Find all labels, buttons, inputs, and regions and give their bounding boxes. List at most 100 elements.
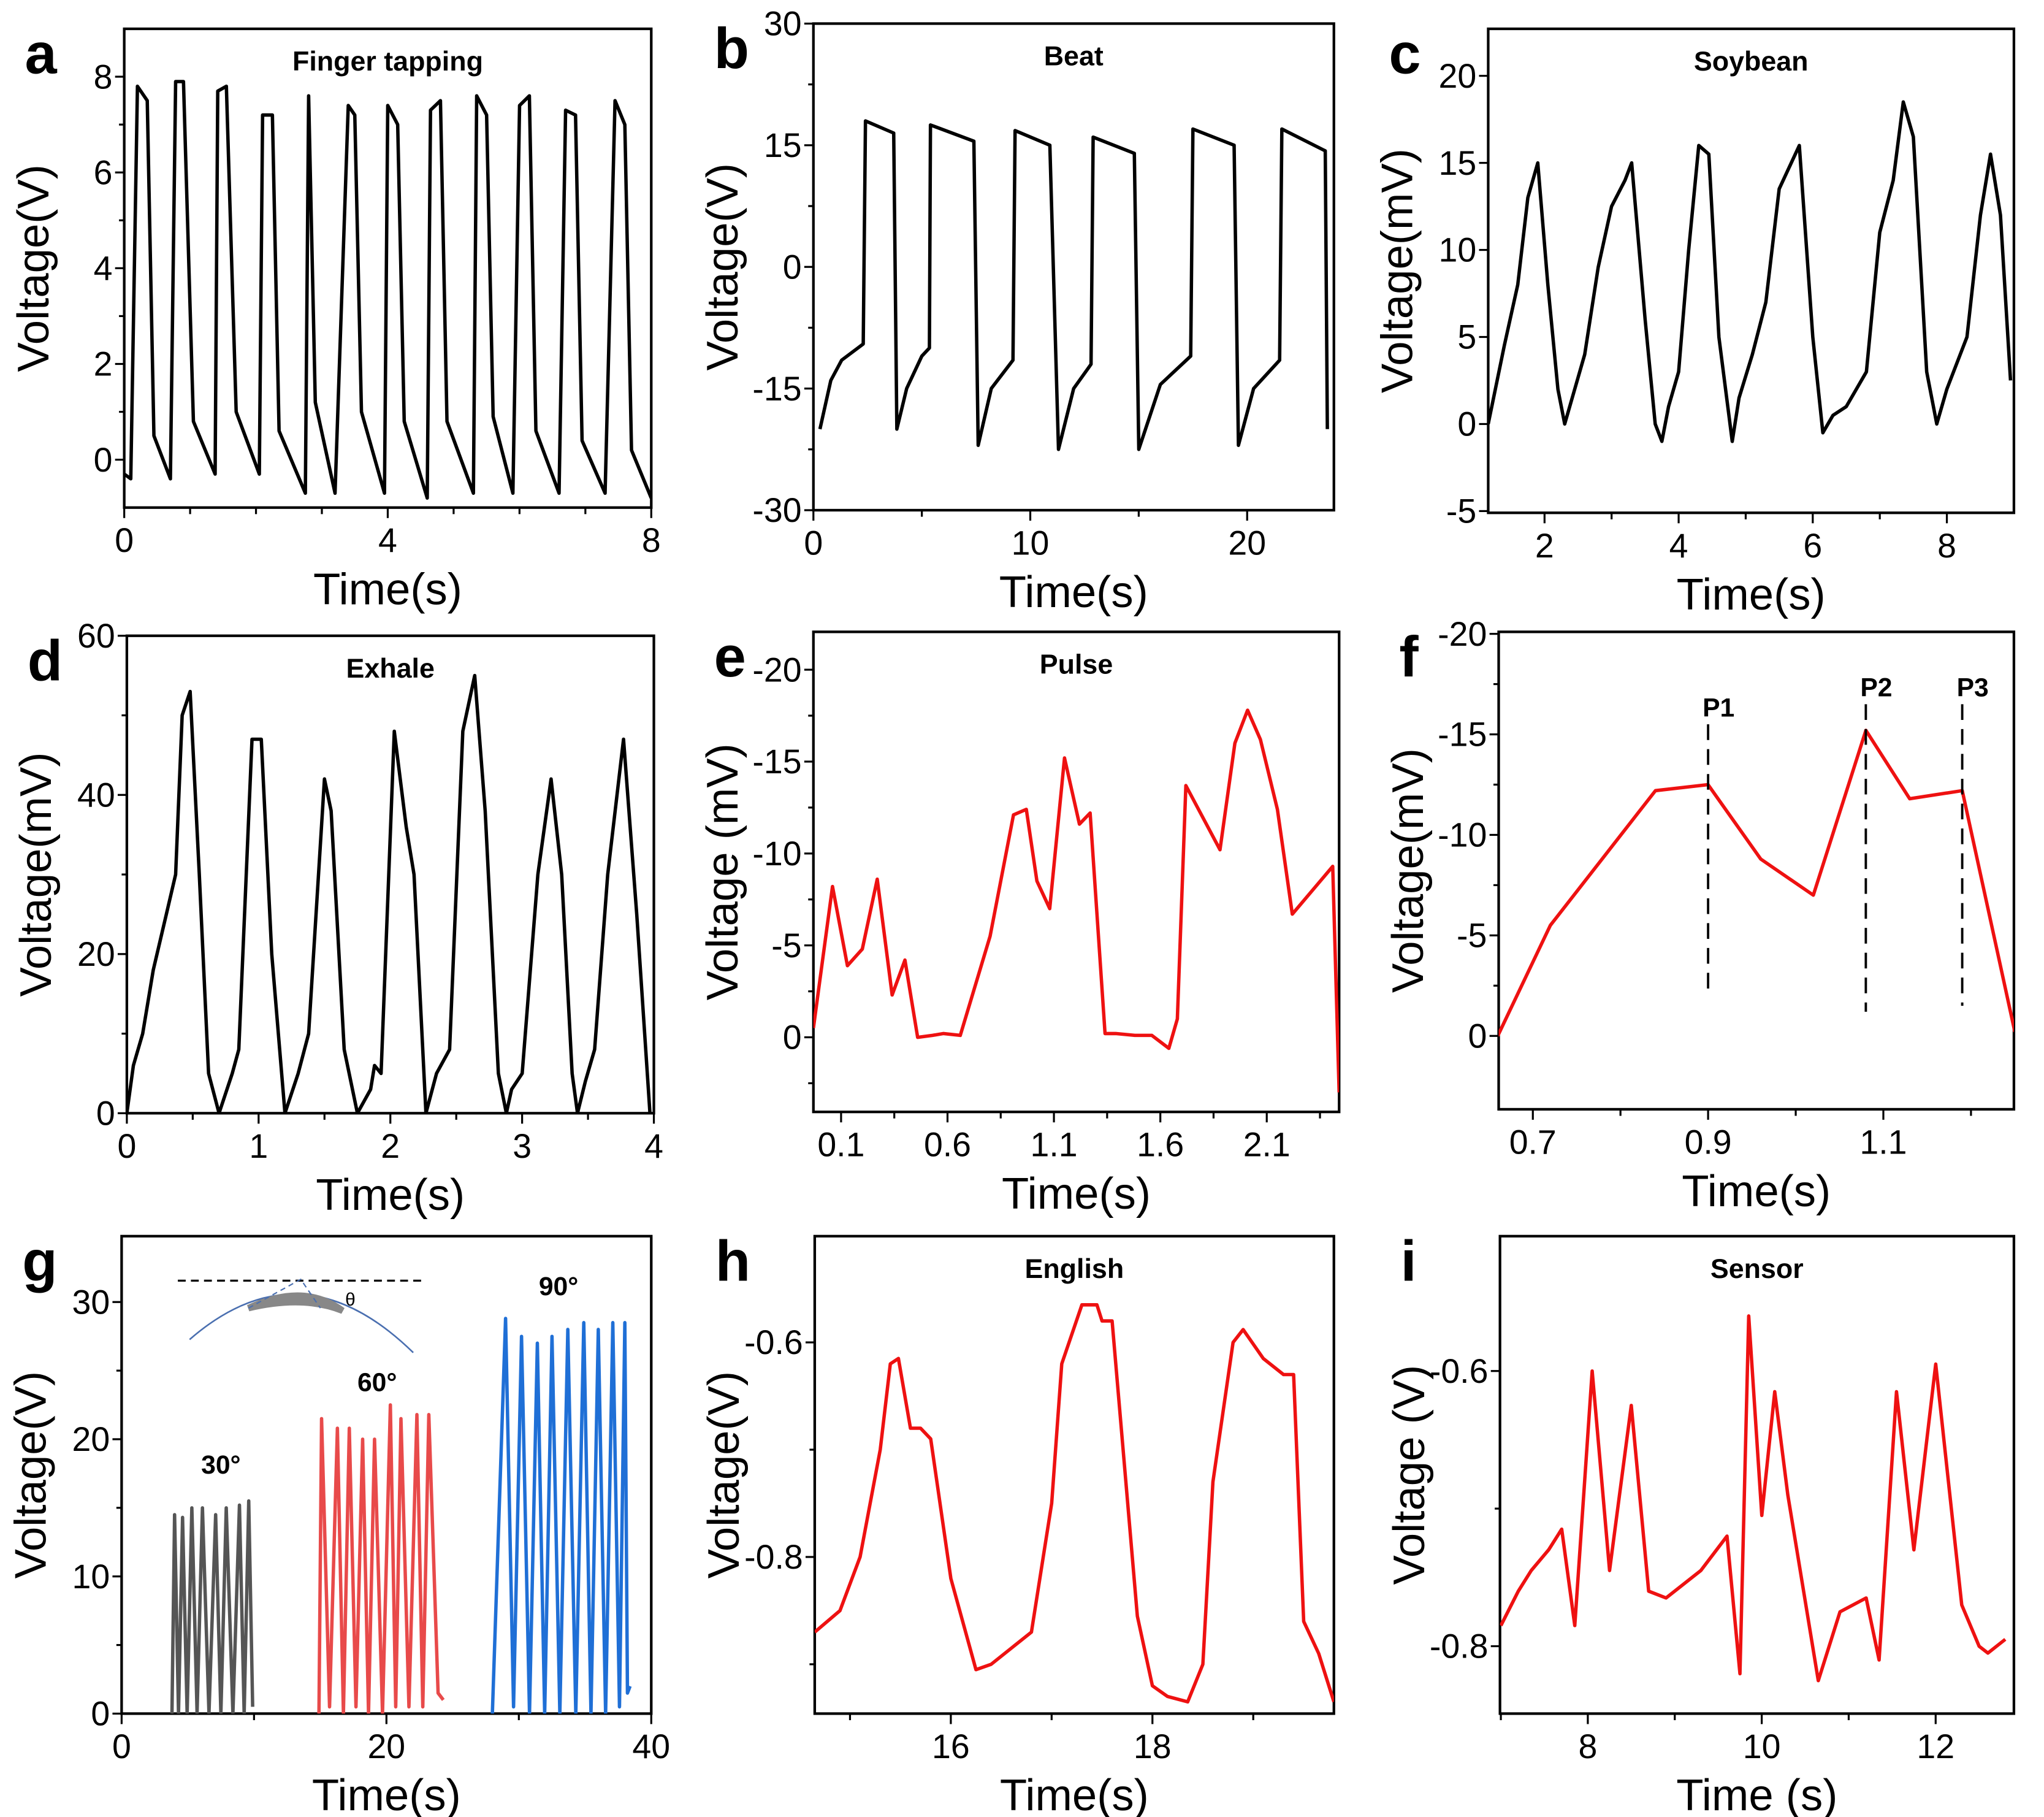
y-tick-label: 0 bbox=[783, 1019, 802, 1057]
x-tick-label: 0.9 bbox=[1685, 1123, 1732, 1161]
x-tick-label: 0 bbox=[804, 524, 823, 562]
x-tick-label: 10 bbox=[1012, 524, 1050, 562]
y-tick-label: -5 bbox=[1457, 917, 1487, 955]
y-tick-label: 20 bbox=[1439, 57, 1477, 95]
x-tick-label: 0.7 bbox=[1509, 1123, 1557, 1161]
panel-letter: f bbox=[1399, 624, 1419, 689]
panel-c: 2 4 6 8 -5 0 5 10 15 20 Time(s) Voltage(mV) c Soybean bbox=[1373, 21, 2016, 619]
x-tick-label: 4 bbox=[1669, 527, 1688, 565]
x-axis-label: Time(s) bbox=[1000, 1770, 1149, 1817]
x-tick-label: 3 bbox=[513, 1127, 532, 1165]
series-line-d-0 bbox=[126, 673, 652, 1114]
y-axis-label: Voltage(mV) bbox=[1383, 748, 1433, 993]
plot-frame bbox=[1487, 27, 2016, 514]
panel-title: Exhale bbox=[346, 653, 435, 684]
x-tick-label: 18 bbox=[1134, 1727, 1172, 1765]
panel-title: Sensor bbox=[1710, 1253, 1804, 1284]
y-tick-label: 4 bbox=[94, 250, 113, 288]
x-tick-label: 4 bbox=[378, 521, 397, 559]
x-tick-label: 2 bbox=[381, 1127, 400, 1165]
angle-guide-lines bbox=[248, 1278, 321, 1309]
plot-frame bbox=[1497, 630, 2016, 1111]
y-tick-label: 0 bbox=[783, 248, 802, 286]
y-axis-label: Voltage(V) bbox=[699, 1371, 749, 1579]
y-tick-label: -15 bbox=[752, 370, 801, 408]
panel-e: 0.1 0.6 1.1 1.6 2.1 -20 -15 -10 -5 0 Time(s) Voltag… bbox=[698, 624, 1341, 1218]
x-tick-label: 0.1 bbox=[817, 1126, 864, 1164]
y-tick-label: 20 bbox=[77, 935, 115, 973]
peak-label: P2 bbox=[1860, 673, 1892, 703]
x-axis-label: Time (s) bbox=[1676, 1770, 1837, 1817]
y-tick-label: -5 bbox=[1446, 492, 1476, 530]
y-tick-label: 0 bbox=[1468, 1017, 1487, 1055]
panel-title: Beat bbox=[1044, 41, 1104, 72]
panel-title: Pulse bbox=[1040, 649, 1113, 680]
y-tick-label: 2 bbox=[94, 345, 113, 383]
panel-i: 8 10 12 -0.6 -0.8 Time (s) Voltage (V) i Sensor bbox=[1384, 1228, 2016, 1817]
series-line-c-0 bbox=[1488, 100, 2013, 443]
panel-title: English bbox=[1024, 1253, 1124, 1284]
x-axis-label: Time(s) bbox=[1682, 1166, 1831, 1216]
x-tick-label: 8 bbox=[642, 521, 661, 559]
y-tick-label: -5 bbox=[771, 927, 801, 965]
y-axis-label: Voltage (mV) bbox=[698, 743, 747, 1000]
x-tick-label: 1 bbox=[249, 1127, 268, 1165]
x-tick-label: 2.1 bbox=[1243, 1126, 1291, 1164]
panel-a: 0 4 8 0 2 4 6 8 Time(s) Voltage(V) a Finger tapping bbox=[9, 21, 661, 614]
bending-angle-inset: θ bbox=[178, 1278, 424, 1353]
angle-label: 60° bbox=[357, 1368, 397, 1398]
y-tick-label: 10 bbox=[72, 1558, 110, 1596]
series-line-e-0 bbox=[813, 708, 1340, 1093]
series-line-g-1 bbox=[317, 1403, 445, 1714]
plot-frame bbox=[812, 630, 1341, 1114]
series-line-g-0 bbox=[170, 1499, 254, 1714]
x-tick-label: 0 bbox=[117, 1127, 136, 1165]
series-line-g-2 bbox=[490, 1317, 632, 1714]
panel-letter: h bbox=[715, 1228, 750, 1293]
panel-letter: i bbox=[1401, 1228, 1417, 1293]
panel-title: Soybean bbox=[1694, 46, 1809, 77]
y-tick-label: -15 bbox=[752, 743, 801, 781]
plot-frame bbox=[812, 22, 1335, 512]
peak-label: P3 bbox=[1957, 673, 1989, 703]
panel-letter: e bbox=[714, 624, 746, 689]
y-axis-label: Voltage(V) bbox=[698, 163, 747, 371]
series-line-a-0 bbox=[124, 80, 652, 500]
plot-frame bbox=[1498, 1234, 2016, 1715]
y-axis-label: Voltage(mV) bbox=[11, 752, 61, 997]
x-tick-label: 0 bbox=[115, 521, 134, 559]
x-axis-label: Time(s) bbox=[312, 1770, 461, 1817]
y-tick-label: -0.8 bbox=[744, 1538, 803, 1576]
y-axis-label: Voltage(V) bbox=[6, 1371, 56, 1579]
y-axis-label: Voltage(V) bbox=[9, 164, 58, 372]
bent-device bbox=[246, 1292, 345, 1314]
y-tick-label: -10 bbox=[1438, 816, 1487, 854]
y-tick-label: -30 bbox=[752, 491, 801, 529]
x-axis-label: Time(s) bbox=[1677, 570, 1826, 619]
y-tick-label: 6 bbox=[94, 153, 113, 191]
series-line-h-0 bbox=[814, 1303, 1334, 1704]
x-tick-label: 1.1 bbox=[1859, 1123, 1907, 1161]
x-tick-label: 4 bbox=[644, 1127, 663, 1165]
panel-letter: d bbox=[28, 628, 63, 692]
x-tick-label: 40 bbox=[632, 1727, 670, 1765]
y-tick-label: 15 bbox=[1439, 144, 1477, 182]
y-tick-label: -0.6 bbox=[744, 1323, 803, 1361]
y-tick-label: -20 bbox=[1438, 615, 1487, 653]
y-tick-label: 8 bbox=[94, 58, 113, 96]
y-tick-label: 60 bbox=[77, 617, 115, 655]
x-axis-label: Time(s) bbox=[316, 1170, 465, 1220]
x-tick-label: 0.6 bbox=[924, 1126, 971, 1164]
panel-b: 0 10 20 -30 -15 0 15 30 Time(s) Voltage(V) b Beat bbox=[698, 5, 1335, 617]
angle-label: 90° bbox=[539, 1272, 579, 1301]
x-tick-label: 8 bbox=[1578, 1727, 1597, 1765]
y-tick-label: -0.6 bbox=[1430, 1352, 1489, 1390]
series-line-b-0 bbox=[818, 119, 1329, 451]
panel-g: 0 20 40 0 10 20 30 Time(s) Voltage(V) g θ 30° 60° 90° bbox=[6, 1228, 670, 1817]
x-tick-label: 20 bbox=[367, 1727, 405, 1765]
x-tick-label: 1.6 bbox=[1137, 1126, 1184, 1164]
y-tick-label: -15 bbox=[1438, 716, 1487, 754]
x-tick-label: 12 bbox=[1916, 1727, 1954, 1765]
